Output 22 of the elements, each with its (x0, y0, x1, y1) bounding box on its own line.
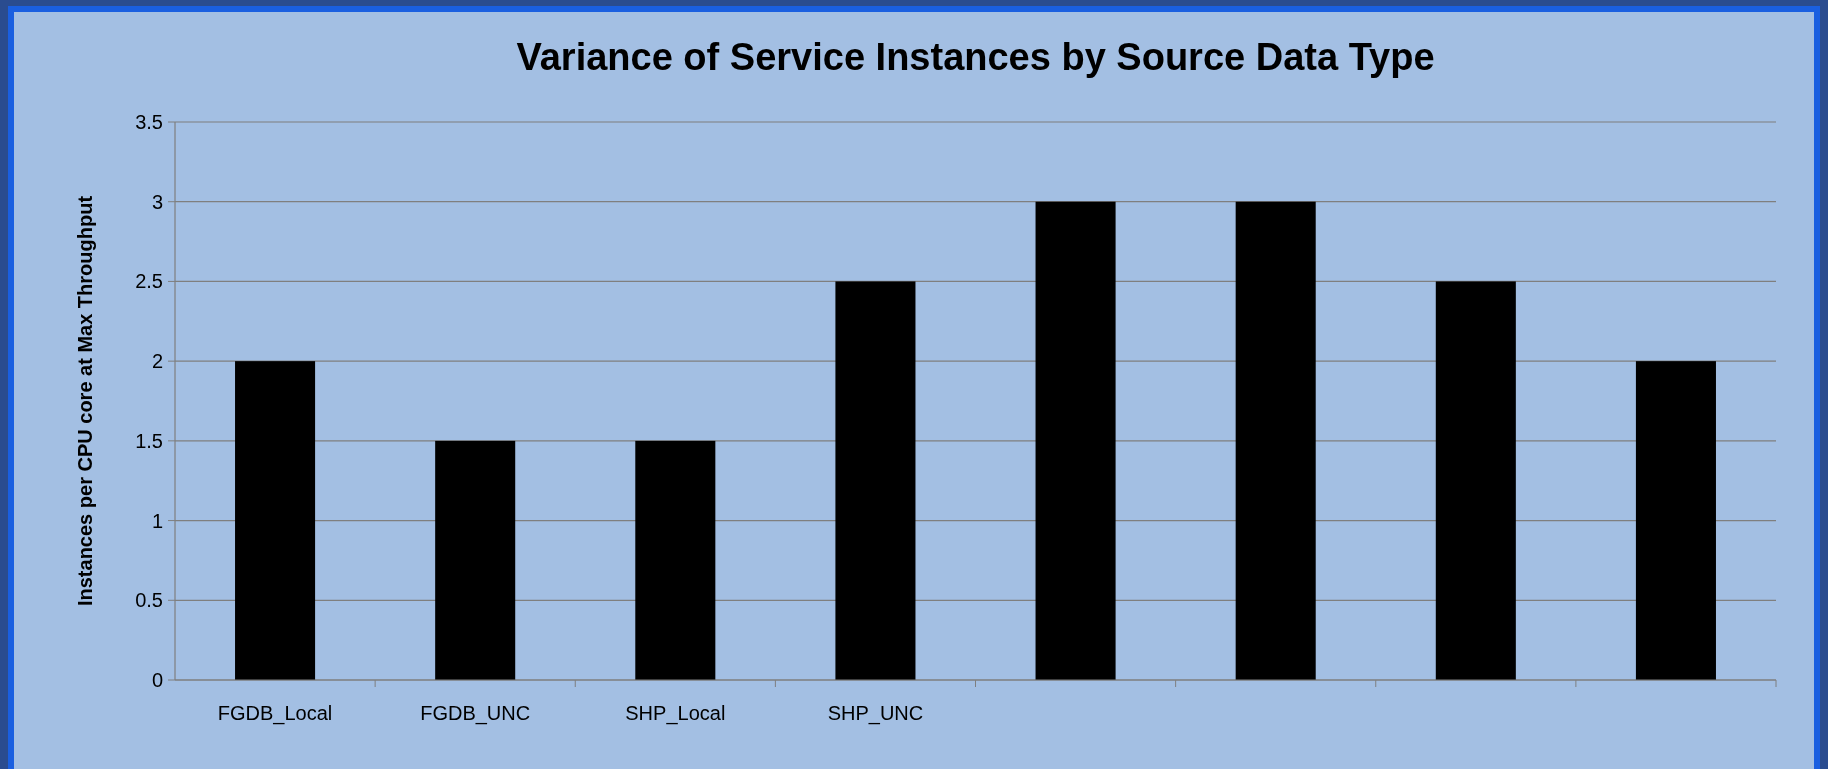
x-tick-label: SHP_Local (625, 702, 726, 725)
y-tick-label: 2 (151, 350, 163, 373)
y-tick-label: 1 (151, 509, 163, 532)
x-tick-label: FGDB_Local (217, 702, 333, 725)
bar (435, 440, 516, 680)
y-tick-label: 1.5 (135, 429, 163, 452)
x-tick-label: SHP_UNC (827, 702, 924, 725)
bar (835, 281, 916, 680)
y-tick-label: 3.5 (135, 111, 163, 133)
y-axis-title: Instances per CPU core at Max Throughput (74, 195, 96, 607)
y-tick-label: 0 (151, 669, 163, 691)
bar (1635, 361, 1716, 680)
bar (1435, 281, 1516, 680)
bar (1035, 201, 1116, 680)
bar (1235, 201, 1316, 680)
y-tick-label: 3 (151, 190, 163, 213)
bar (235, 361, 316, 680)
y-tick-label: 2.5 (135, 270, 163, 293)
x-tick-label: FGDB_UNC (420, 702, 531, 725)
y-tick-label: 0.5 (135, 589, 163, 612)
bar (635, 440, 716, 680)
chart-title: Variance of Service Instances by Source Data Type (516, 36, 1435, 78)
